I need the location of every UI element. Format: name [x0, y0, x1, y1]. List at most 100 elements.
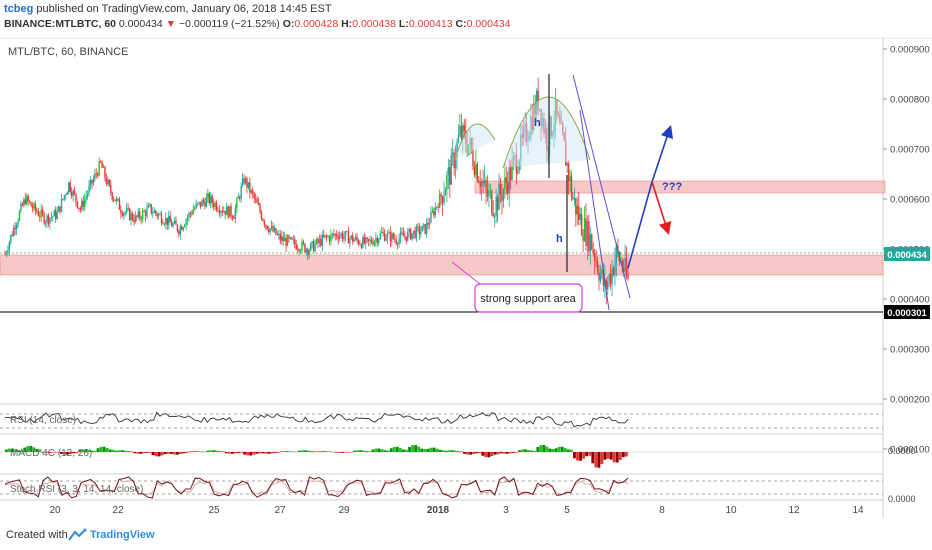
candle-body	[578, 205, 580, 220]
candle-body	[8, 242, 11, 251]
candle-body	[34, 203, 37, 211]
candle-body	[14, 227, 16, 230]
macd-bar	[84, 449, 88, 452]
callout-box[interactable]	[474, 283, 583, 313]
macd-bar	[551, 449, 555, 452]
candle-body	[128, 208, 131, 220]
macd-bar	[475, 452, 479, 454]
chart-canvas[interactable]: MTL/BTC, 60, BINANCE h h ??? strong supp…	[0, 34, 932, 518]
candle-body	[365, 237, 367, 244]
macd-bar	[230, 452, 234, 454]
time-tick-label: 22	[112, 505, 124, 516]
candle-body	[341, 233, 344, 240]
macd-bar	[14, 449, 18, 452]
candle-body	[415, 226, 418, 238]
candle-body	[152, 212, 154, 214]
macd-bar	[392, 446, 396, 452]
macd-bar	[350, 452, 353, 453]
ohlc-line: BINANCE:MTLBTC, 60 0.000434 ▼ −0.000119 …	[4, 18, 510, 30]
candle-body	[456, 141, 458, 159]
candle-body	[402, 233, 405, 237]
candle-body	[269, 228, 271, 232]
time-axis[interactable]: 20 22 25 27 29 2018 3 5 8 10 12 14	[49, 505, 864, 516]
tradingview-brand[interactable]: TradingView	[90, 529, 155, 541]
candle-body	[314, 244, 316, 252]
candle-body	[589, 234, 592, 252]
candle-body	[409, 228, 412, 240]
macd-bar	[295, 451, 298, 453]
candle-body	[598, 272, 600, 281]
neckline-zone	[474, 180, 886, 194]
macd-bar	[554, 448, 558, 452]
macd-bar	[96, 448, 100, 452]
candle-body	[325, 235, 328, 238]
candle-body	[139, 211, 141, 218]
candle-body	[53, 210, 55, 217]
head-curve	[502, 96, 591, 169]
time-tick-label: 20	[49, 505, 61, 516]
candle-body	[143, 211, 145, 212]
macd-bar	[374, 448, 378, 452]
candle-body	[305, 249, 308, 253]
candle-body	[614, 261, 616, 275]
macd-bar	[243, 452, 247, 455]
candle-body	[430, 211, 432, 223]
rsi-title: RSI (14, close)	[10, 415, 76, 426]
candle-body	[428, 222, 431, 225]
candle-body	[376, 237, 379, 243]
macd-bar	[621, 452, 625, 458]
candle-body	[491, 191, 493, 214]
time-tick-label: 27	[274, 505, 286, 516]
candle-body	[295, 244, 297, 250]
price-tick-label: 0.000700	[890, 145, 930, 156]
macd-bar	[481, 452, 485, 456]
macd-bar	[414, 444, 418, 452]
candle-body	[592, 249, 594, 253]
candle-body	[227, 206, 229, 218]
candle-body	[615, 245, 618, 262]
candle-body	[438, 194, 441, 208]
candle-body	[425, 222, 428, 234]
candle-body	[608, 274, 610, 282]
candle-body	[343, 236, 345, 240]
candle-body	[130, 213, 132, 220]
macd-bar	[380, 449, 384, 452]
candle-body	[386, 233, 389, 239]
candle-body	[256, 199, 258, 204]
author-name[interactable]: tcbeg	[4, 3, 34, 15]
macd-bar	[597, 452, 601, 468]
candle-body	[162, 222, 164, 224]
close-value: 0.000434	[466, 18, 511, 30]
candle-body	[601, 269, 603, 274]
candle-body	[331, 233, 334, 235]
candle-body	[259, 204, 261, 212]
change-arrow-icon: ▼	[165, 18, 177, 30]
candle-body	[505, 177, 507, 183]
candle-body	[120, 209, 122, 214]
candle-body	[98, 161, 100, 176]
macd-bar	[127, 451, 131, 452]
candle-body	[460, 125, 463, 140]
macd-bar	[533, 450, 537, 452]
macd-bar	[108, 449, 112, 452]
macd-bar	[87, 449, 91, 452]
callout-pointer	[451, 261, 481, 285]
candle-body	[463, 125, 465, 132]
candle-body	[450, 154, 452, 185]
candle-body	[224, 210, 226, 215]
candle-body	[496, 196, 499, 211]
candle-body	[24, 199, 26, 205]
macd-bar	[438, 449, 442, 452]
candle-body	[315, 238, 318, 245]
candle-body	[69, 182, 71, 192]
candle-body	[499, 183, 502, 195]
candle-body	[218, 210, 221, 213]
candle-body	[596, 261, 599, 273]
high-value: 0.000438	[352, 18, 396, 30]
candle-body	[498, 183, 500, 211]
candle-body	[18, 211, 21, 221]
macd-bar	[5, 449, 8, 452]
candle-body	[85, 196, 87, 200]
candle-body	[283, 238, 286, 242]
macd-bar	[75, 452, 79, 454]
